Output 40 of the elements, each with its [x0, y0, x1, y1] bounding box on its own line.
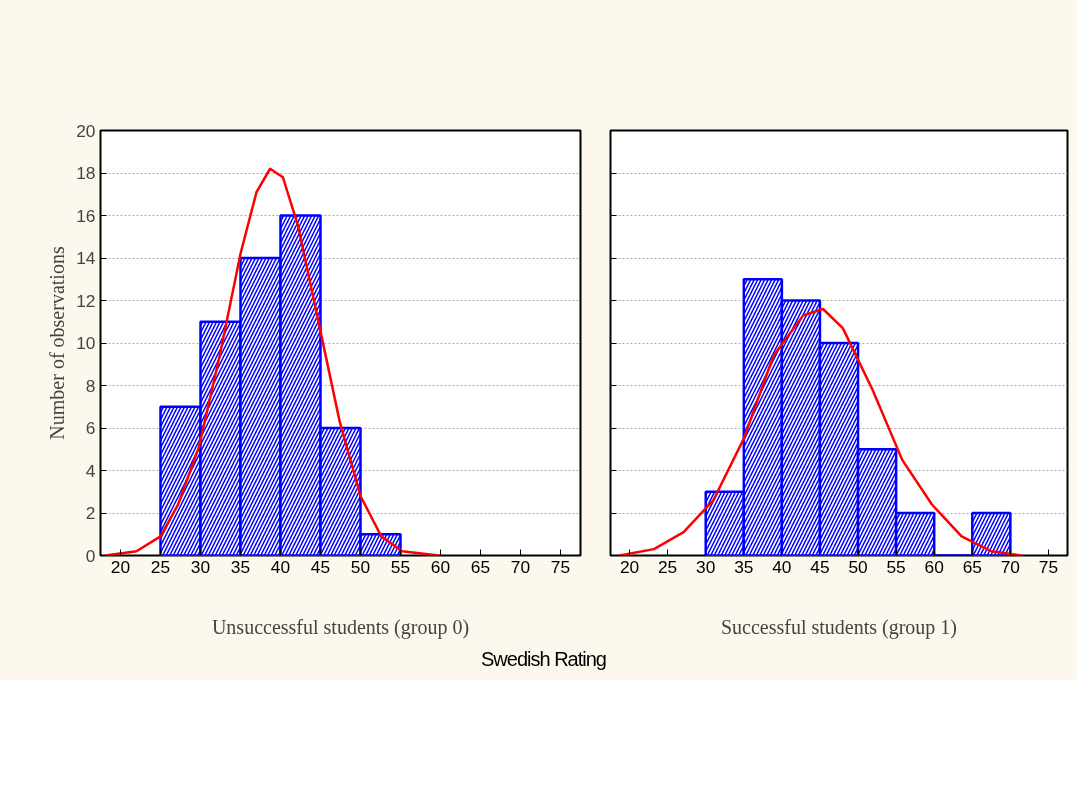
y-tick-label: 18: [76, 163, 96, 183]
x-tick-label: 30: [696, 556, 716, 577]
x-tick-label: 50: [848, 556, 868, 577]
x-tick-label: 60: [430, 556, 451, 577]
x-tick-label: 70: [1000, 556, 1021, 577]
y-axis-title: Number of observations: [46, 246, 69, 440]
x-tick-label: 55: [390, 556, 411, 577]
x-tick-label: 35: [230, 556, 251, 577]
x-tick-label: 70: [510, 556, 531, 577]
x-tick-label: 45: [310, 556, 331, 577]
x-tick-label: 35: [734, 556, 754, 577]
y-tick-label: 14: [76, 248, 96, 268]
y-tick-label: 4: [85, 460, 96, 481]
x-tick-label: 60: [924, 556, 944, 577]
text: Unsuccessful students (group 0): [211, 615, 470, 639]
x-axis-title: Swedish Rating: [481, 647, 606, 672]
y-tick-label: 6: [85, 418, 96, 438]
text: Successful students (group 1): [720, 615, 958, 639]
x-tick-label: 30: [190, 556, 211, 577]
x-tick-label: 20: [110, 556, 131, 577]
y-tick-label: 8: [85, 375, 96, 396]
y-tick-label: 20: [76, 120, 96, 141]
x-tick-label: 75: [1038, 556, 1059, 577]
line-series: [104, 167, 441, 556]
x-tick-label: 45: [810, 556, 830, 577]
y-tick-label: 12: [76, 290, 96, 311]
x-tick-label: 25: [657, 556, 678, 577]
x-tick-label: 65: [962, 556, 982, 577]
x-tick-label: 25: [150, 556, 171, 577]
y-tick-label: 0: [85, 545, 96, 566]
x-tick-label: 65: [470, 556, 491, 577]
x-tick-label: 50: [350, 556, 371, 577]
x-tick-label: 40: [772, 556, 792, 577]
y-tick-label: 16: [76, 205, 96, 226]
x-tick-label: 55: [886, 556, 906, 577]
y-tick-label: 10: [76, 333, 96, 353]
y-tick-label: 2: [85, 503, 96, 523]
x-tick-label: 75: [550, 556, 571, 577]
x-tick-label: 20: [619, 556, 640, 577]
x-tick-label: 40: [270, 556, 291, 577]
